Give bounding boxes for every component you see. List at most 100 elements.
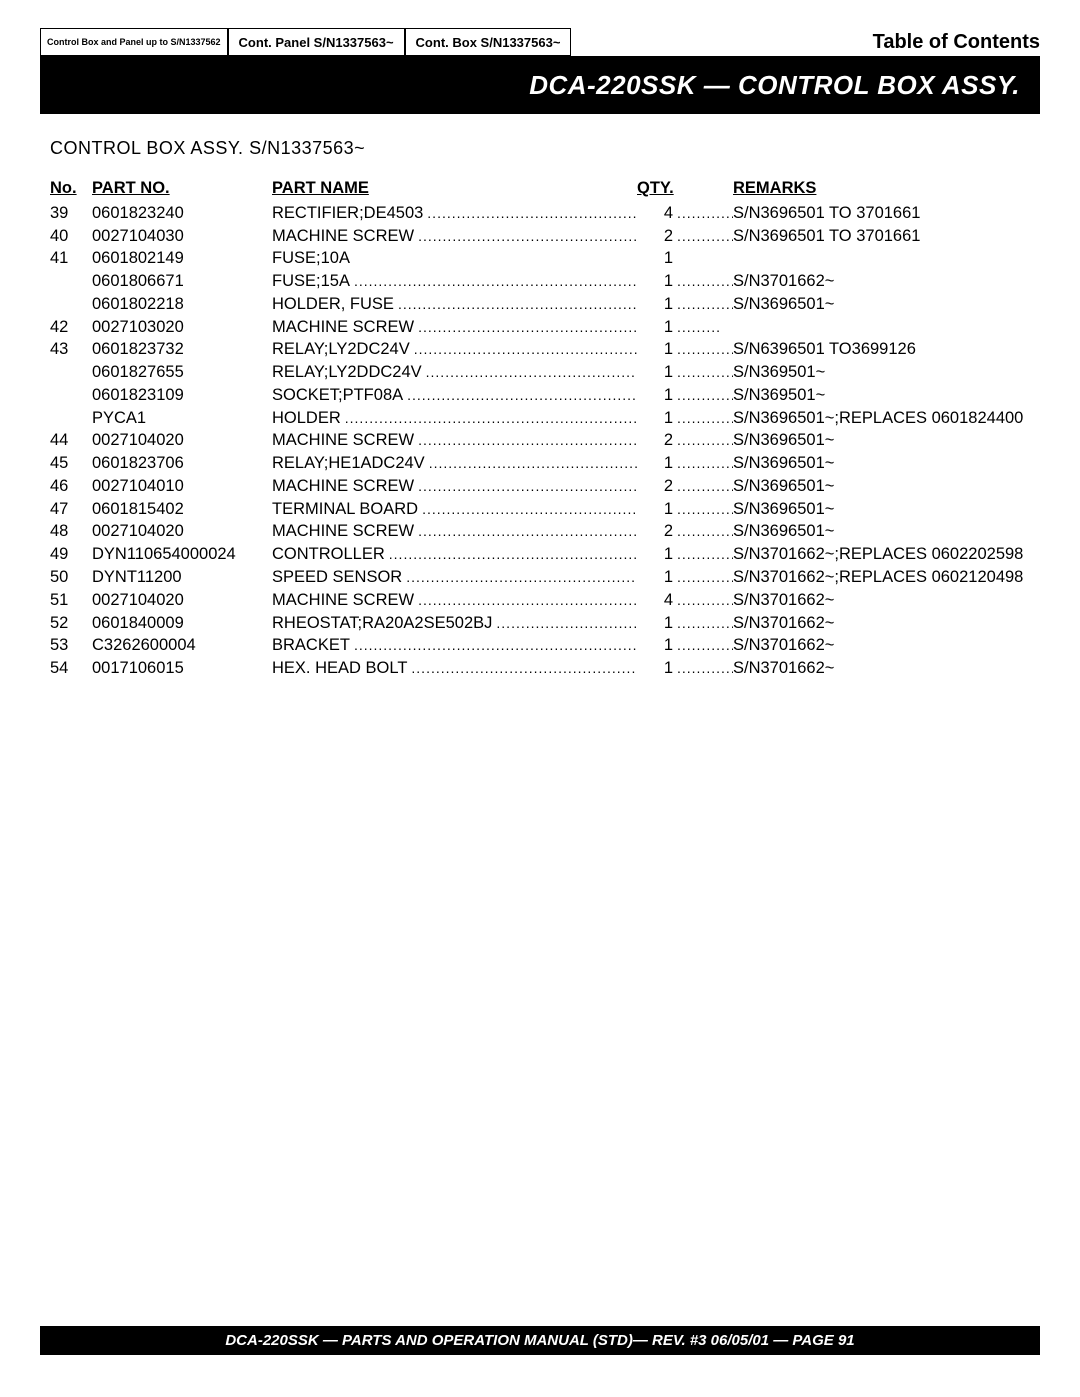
leader-dots: ........................................…	[422, 500, 637, 519]
leader-dots: ........................................…	[673, 363, 733, 382]
table-row: 49DYN110654000024CONTROLLER.............…	[50, 543, 1040, 566]
table-row: 430601823732RELAY;LY2DC24V..............…	[50, 338, 1040, 361]
leader-dots: ........................................…	[418, 318, 637, 337]
cell-no: 46	[50, 475, 92, 498]
table-row: 0601823109SOCKET;PTF08A.................…	[50, 384, 1040, 407]
leader-dots: ........................................…	[673, 545, 733, 564]
leader-dots: ........................................…	[673, 477, 733, 496]
leader-dots: ........................................…	[429, 454, 637, 473]
leader-dots: ........................................…	[673, 500, 733, 519]
cell-no: 53	[50, 634, 92, 657]
leader-dots: ........................................…	[673, 204, 733, 223]
cell-remarks: S/N3696501~	[733, 293, 1040, 316]
cell-no: 41	[50, 247, 92, 270]
cell-no: 54	[50, 657, 92, 680]
cell-part-no: 0027104020	[92, 429, 272, 452]
cell-part-no: 0601806671	[92, 270, 272, 293]
cell-part-name: MACHINE SCREW...........................…	[272, 589, 637, 612]
table-row: 50DYNT11200SPEED SENSOR.................…	[50, 566, 1040, 589]
cell-part-no: 0027104020	[92, 589, 272, 612]
cell-part-no: 0601823240	[92, 202, 272, 225]
cell-part-name: RHEOSTAT;RA20A2SE502BJ..................…	[272, 612, 637, 635]
cell-qty: 1	[637, 612, 673, 635]
table-row: 510027104020MACHINE SCREW...............…	[50, 589, 1040, 612]
cell-part-no: 0601823732	[92, 338, 272, 361]
cell-remarks: S/N3701662~	[733, 589, 1040, 612]
leader-dots: ........................................…	[673, 568, 733, 587]
cell-part-name: FUSE;15A................................…	[272, 270, 637, 293]
cell-qty: 1	[637, 634, 673, 657]
cell-remarks: S/N3696501~	[733, 498, 1040, 521]
tab-cont-panel[interactable]: Cont. Panel S/N1337563~	[228, 28, 405, 56]
header-part-name: PART NAME	[272, 177, 637, 200]
leader-dots: ........................................…	[345, 409, 637, 428]
header-part-no: PART NO.	[92, 177, 272, 200]
leader-dots: ........................................…	[426, 363, 637, 382]
cell-qty: 4	[637, 589, 673, 612]
cell-qty: 1	[637, 247, 673, 270]
cell-no: 44	[50, 429, 92, 452]
page-title: DCA-220SSK — CONTROL BOX ASSY.	[529, 70, 1020, 101]
cell-remarks: S/N3701662~	[733, 612, 1040, 635]
leader-dots: ........................................…	[673, 659, 733, 678]
toc-link[interactable]: Table of Contents	[873, 31, 1040, 54]
header-no: No.	[50, 177, 92, 200]
leader-dots: ........................................…	[496, 614, 637, 633]
cell-part-no: 0601840009	[92, 612, 272, 635]
cell-no: 49	[50, 543, 92, 566]
cell-remarks: S/N3696501~	[733, 452, 1040, 475]
cell-remarks: S/N3696501~	[733, 520, 1040, 543]
cell-part-name: MACHINE SCREW...........................…	[272, 520, 637, 543]
cell-part-no: 0027103020	[92, 316, 272, 339]
cell-part-no: DYNT11200	[92, 566, 272, 589]
top-nav: Control Box and Panel up to S/N1337562 C…	[40, 28, 1040, 56]
cell-part-name: RELAY;LY2DDC24V.........................…	[272, 361, 637, 384]
cell-qty: 2	[637, 429, 673, 452]
cell-part-name: TERMINAL BOARD..........................…	[272, 498, 637, 521]
leader-dots: ........................................…	[673, 431, 733, 450]
cell-part-no: C3262600004	[92, 634, 272, 657]
table-row: 410601802149FUSE;10A1	[50, 247, 1040, 270]
cell-part-no: 0017106015	[92, 657, 272, 680]
leader-dots: .........	[673, 318, 733, 337]
cell-part-name: RELAY;HE1ADC24V.........................…	[272, 452, 637, 475]
cell-part-no: 0601815402	[92, 498, 272, 521]
tab-control-box-panel[interactable]: Control Box and Panel up to S/N1337562	[40, 28, 228, 56]
header-gap	[673, 177, 733, 200]
cell-remarks: S/N3696501~;REPLACES 0601824400	[733, 407, 1040, 430]
cell-part-no: 0601802149	[92, 247, 272, 270]
cell-part-name: RELAY;LY2DC24V..........................…	[272, 338, 637, 361]
cell-remarks: S/N3696501 TO 3701661	[733, 202, 1040, 225]
leader-dots: ........................................…	[673, 636, 733, 655]
table-row: 390601823240RECTIFIER;DE4503............…	[50, 202, 1040, 225]
cell-remarks: S/N369501~	[733, 384, 1040, 407]
table-row: 450601823706RELAY;HE1ADC24V.............…	[50, 452, 1040, 475]
cell-qty: 1	[637, 543, 673, 566]
cell-remarks: S/N3701662~	[733, 270, 1040, 293]
cell-no: 48	[50, 520, 92, 543]
cell-remarks: S/N3696501 TO 3701661	[733, 225, 1040, 248]
leader-dots: ........................................…	[406, 568, 637, 587]
cell-part-no: 0601827655	[92, 361, 272, 384]
leader-dots: ........................................…	[673, 409, 733, 428]
table-row: 470601815402TERMINAL BOARD..............…	[50, 498, 1040, 521]
table-row: 480027104020MACHINE SCREW...............…	[50, 520, 1040, 543]
cell-no: 47	[50, 498, 92, 521]
table-row: 540017106015HEX. HEAD BOLT..............…	[50, 657, 1040, 680]
leader-dots: ........................................…	[414, 340, 637, 359]
leader-dots: ........................................…	[673, 454, 733, 473]
cell-remarks: S/N3696501~	[733, 475, 1040, 498]
tab-cont-box[interactable]: Cont. Box S/N1337563~	[405, 28, 572, 56]
cell-part-no: 0601823109	[92, 384, 272, 407]
table-header-row: No. PART NO. PART NAME QTY. REMARKS	[50, 177, 1040, 200]
table-row: PYCA1HOLDER.............................…	[50, 407, 1040, 430]
leader-dots: ........................................…	[673, 522, 733, 541]
leader-dots: ........................................…	[673, 340, 733, 359]
cell-part-no: 0027104010	[92, 475, 272, 498]
leader-dots: ........................................…	[354, 636, 637, 655]
leader-dots: ........................................…	[418, 431, 637, 450]
leader-dots: ........................................…	[398, 295, 637, 314]
cell-part-name: MACHINE SCREW...........................…	[272, 429, 637, 452]
leader-dots: ........................................…	[418, 477, 637, 496]
leader-dots: ........................................…	[407, 386, 637, 405]
